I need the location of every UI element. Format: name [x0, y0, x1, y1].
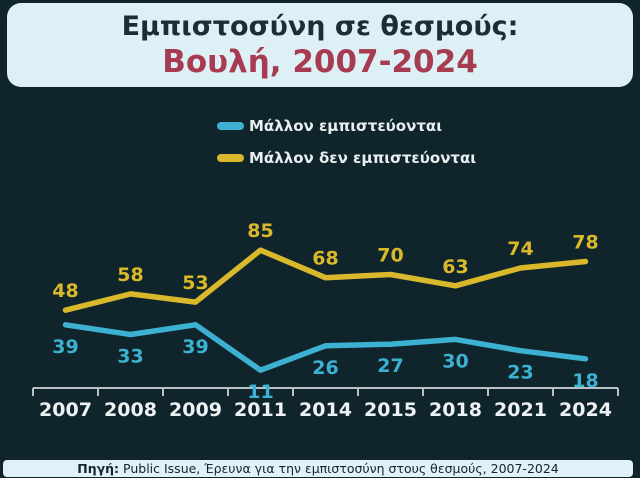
data-label: 48 — [52, 280, 78, 302]
data-label: 39 — [182, 336, 208, 358]
x-axis-label: 2008 — [104, 399, 157, 421]
page-subtitle: Βουλή, 2007-2024 — [162, 43, 478, 80]
x-axis-label: 2014 — [299, 399, 352, 421]
page-title: Εμπιστοσύνη σε θεσμούς: — [121, 10, 519, 42]
trust-series-swatch-icon — [217, 122, 244, 130]
legend-label-trust: Μάλλον εμπιστεύονται — [249, 117, 443, 135]
data-label: 23 — [507, 362, 533, 384]
data-label: 30 — [442, 350, 468, 372]
data-label: 63 — [442, 256, 468, 278]
legend-item-trust: Μάλλον εμπιστεύονται — [217, 117, 476, 135]
source-footer: Πηγή: Public Issue, Έρευνα για την εμπισ… — [3, 460, 633, 477]
series-line — [62, 247, 589, 313]
data-label: 68 — [312, 248, 338, 270]
data-label: 26 — [312, 357, 338, 379]
data-label: 39 — [52, 336, 78, 358]
x-axis-label: 2009 — [169, 399, 222, 421]
x-axis-label: 2015 — [364, 399, 417, 421]
data-label: 33 — [117, 345, 143, 367]
distrust-series-swatch-icon — [217, 154, 244, 162]
data-label: 53 — [182, 272, 208, 294]
x-axis-label: 2018 — [429, 399, 482, 421]
x-axis-label: 2024 — [559, 399, 612, 421]
x-axis-label: 2021 — [494, 399, 547, 421]
x-axis-label: 2007 — [39, 399, 92, 421]
source-text: Public Issue, Έρευνα για την εμπιστοσύνη… — [123, 461, 559, 476]
data-label: 58 — [117, 264, 143, 286]
data-label: 27 — [377, 355, 403, 377]
data-label: 18 — [572, 370, 598, 392]
line-chart: 2007 2008 2009 2011 2014 2015 2018 2021 2024 39 33… — [32, 220, 619, 421]
data-label: 74 — [507, 238, 533, 260]
source-prefix: Πηγή: — [77, 461, 120, 476]
data-label: 85 — [247, 220, 273, 242]
legend-item-distrust: Μάλλον δεν εμπιστεύονται — [217, 149, 476, 167]
x-axis-label: 2011 — [234, 399, 287, 421]
data-label: 78 — [572, 232, 598, 254]
title-card: Εμπιστοσύνη σε θεσμούς: Βουλή, 2007-2024 — [7, 3, 633, 87]
data-label: 70 — [377, 244, 403, 266]
legend-label-distrust: Μάλλον δεν εμπιστεύονται — [249, 149, 477, 167]
legend: Μάλλον εμπιστεύονται Μάλλον δεν εμπιστεύ… — [217, 117, 476, 167]
series-line — [62, 322, 589, 373]
data-label: 11 — [247, 381, 273, 403]
